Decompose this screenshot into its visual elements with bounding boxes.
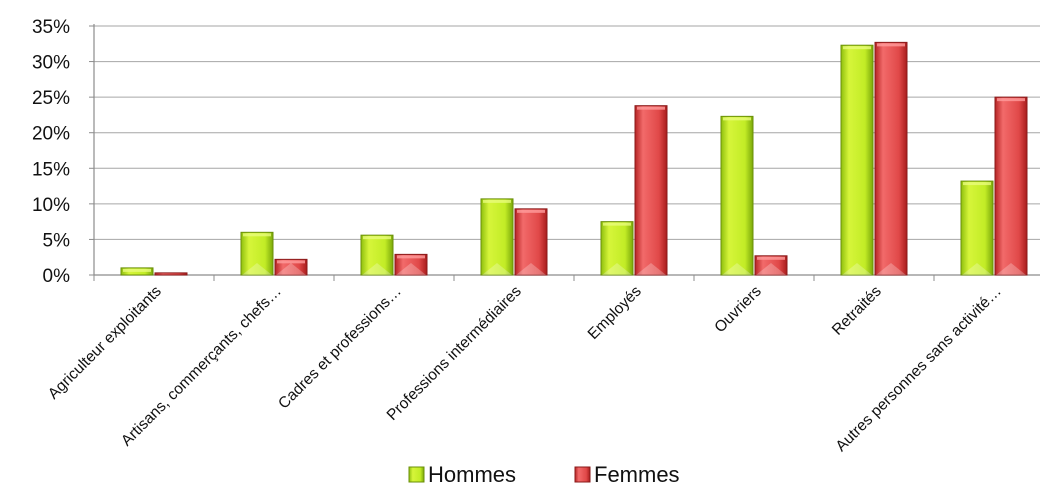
bar-highlight bbox=[243, 233, 271, 237]
y-tick-label: 30% bbox=[32, 53, 70, 74]
bar-highlight bbox=[277, 260, 305, 264]
bar-highlight bbox=[757, 256, 785, 260]
y-tick-label: 25% bbox=[32, 88, 70, 109]
bar-hommes bbox=[600, 221, 634, 276]
bar-highlight bbox=[603, 222, 631, 226]
legend-label-femmes: Femmes bbox=[594, 462, 680, 487]
bar-hommes bbox=[720, 115, 754, 276]
bar-facet bbox=[722, 263, 752, 275]
bar-femmes bbox=[994, 96, 1028, 276]
bar-highlight bbox=[963, 182, 991, 186]
bar-femmes bbox=[754, 255, 788, 276]
bar-femmes bbox=[394, 253, 428, 276]
x-category-label: Ouvriers bbox=[711, 283, 765, 337]
bar-highlight bbox=[363, 236, 391, 240]
x-category-label: Cadres et professions… bbox=[275, 283, 405, 413]
bar-facet bbox=[482, 263, 512, 275]
bar-facet bbox=[876, 263, 906, 275]
bar-facet bbox=[636, 263, 666, 275]
bar-facet bbox=[396, 263, 426, 275]
bar-highlight bbox=[843, 46, 871, 50]
y-tick-label: 20% bbox=[32, 124, 70, 145]
bar-femmes bbox=[154, 272, 188, 276]
bar-facet bbox=[516, 263, 546, 275]
bar-highlight bbox=[637, 106, 665, 110]
legend-label-hommes: Hommes bbox=[428, 462, 516, 487]
x-category-label: Agriculteur exploitants bbox=[45, 283, 165, 403]
bar-highlight bbox=[397, 255, 425, 259]
bar-highlight bbox=[517, 209, 545, 213]
bar-hommes bbox=[480, 198, 514, 276]
x-category-label: Professions intermédiaires bbox=[384, 283, 525, 424]
bar-hommes bbox=[840, 44, 874, 276]
bar-facet bbox=[962, 263, 992, 275]
legend: Hommes Femmes bbox=[408, 462, 680, 487]
y-tick-label: 10% bbox=[32, 195, 70, 216]
y-tick-label: 35% bbox=[32, 17, 70, 38]
bar-facet bbox=[996, 263, 1026, 275]
bar-femmes bbox=[874, 41, 908, 276]
bar-femmes bbox=[514, 208, 548, 276]
bar-hommes bbox=[240, 231, 274, 276]
bar-facet bbox=[242, 263, 272, 275]
y-tick-label: 0% bbox=[43, 266, 71, 287]
y-tick-label: 15% bbox=[32, 159, 70, 180]
bars bbox=[120, 41, 1028, 276]
bar-hommes bbox=[960, 180, 994, 276]
bar-highlight bbox=[997, 98, 1025, 102]
bar-highlight bbox=[123, 268, 151, 272]
bar-facet bbox=[362, 263, 392, 275]
bar-femmes bbox=[634, 105, 668, 276]
legend-swatch-femmes bbox=[574, 466, 591, 483]
legend-swatch-hommes bbox=[408, 466, 425, 483]
grid-lines bbox=[94, 25, 1040, 240]
x-category-label: Retraités bbox=[829, 283, 885, 339]
bar-highlight bbox=[877, 43, 905, 47]
bar-highlight bbox=[483, 199, 511, 203]
bar-facet bbox=[842, 263, 872, 275]
bar-facet bbox=[756, 263, 786, 275]
bar-facet bbox=[276, 263, 306, 275]
bar-facet bbox=[602, 263, 632, 275]
y-tick-label: 5% bbox=[43, 230, 71, 251]
bar-hommes bbox=[360, 234, 394, 276]
x-category-label: Employés bbox=[585, 283, 645, 343]
bar-highlight bbox=[723, 117, 751, 121]
